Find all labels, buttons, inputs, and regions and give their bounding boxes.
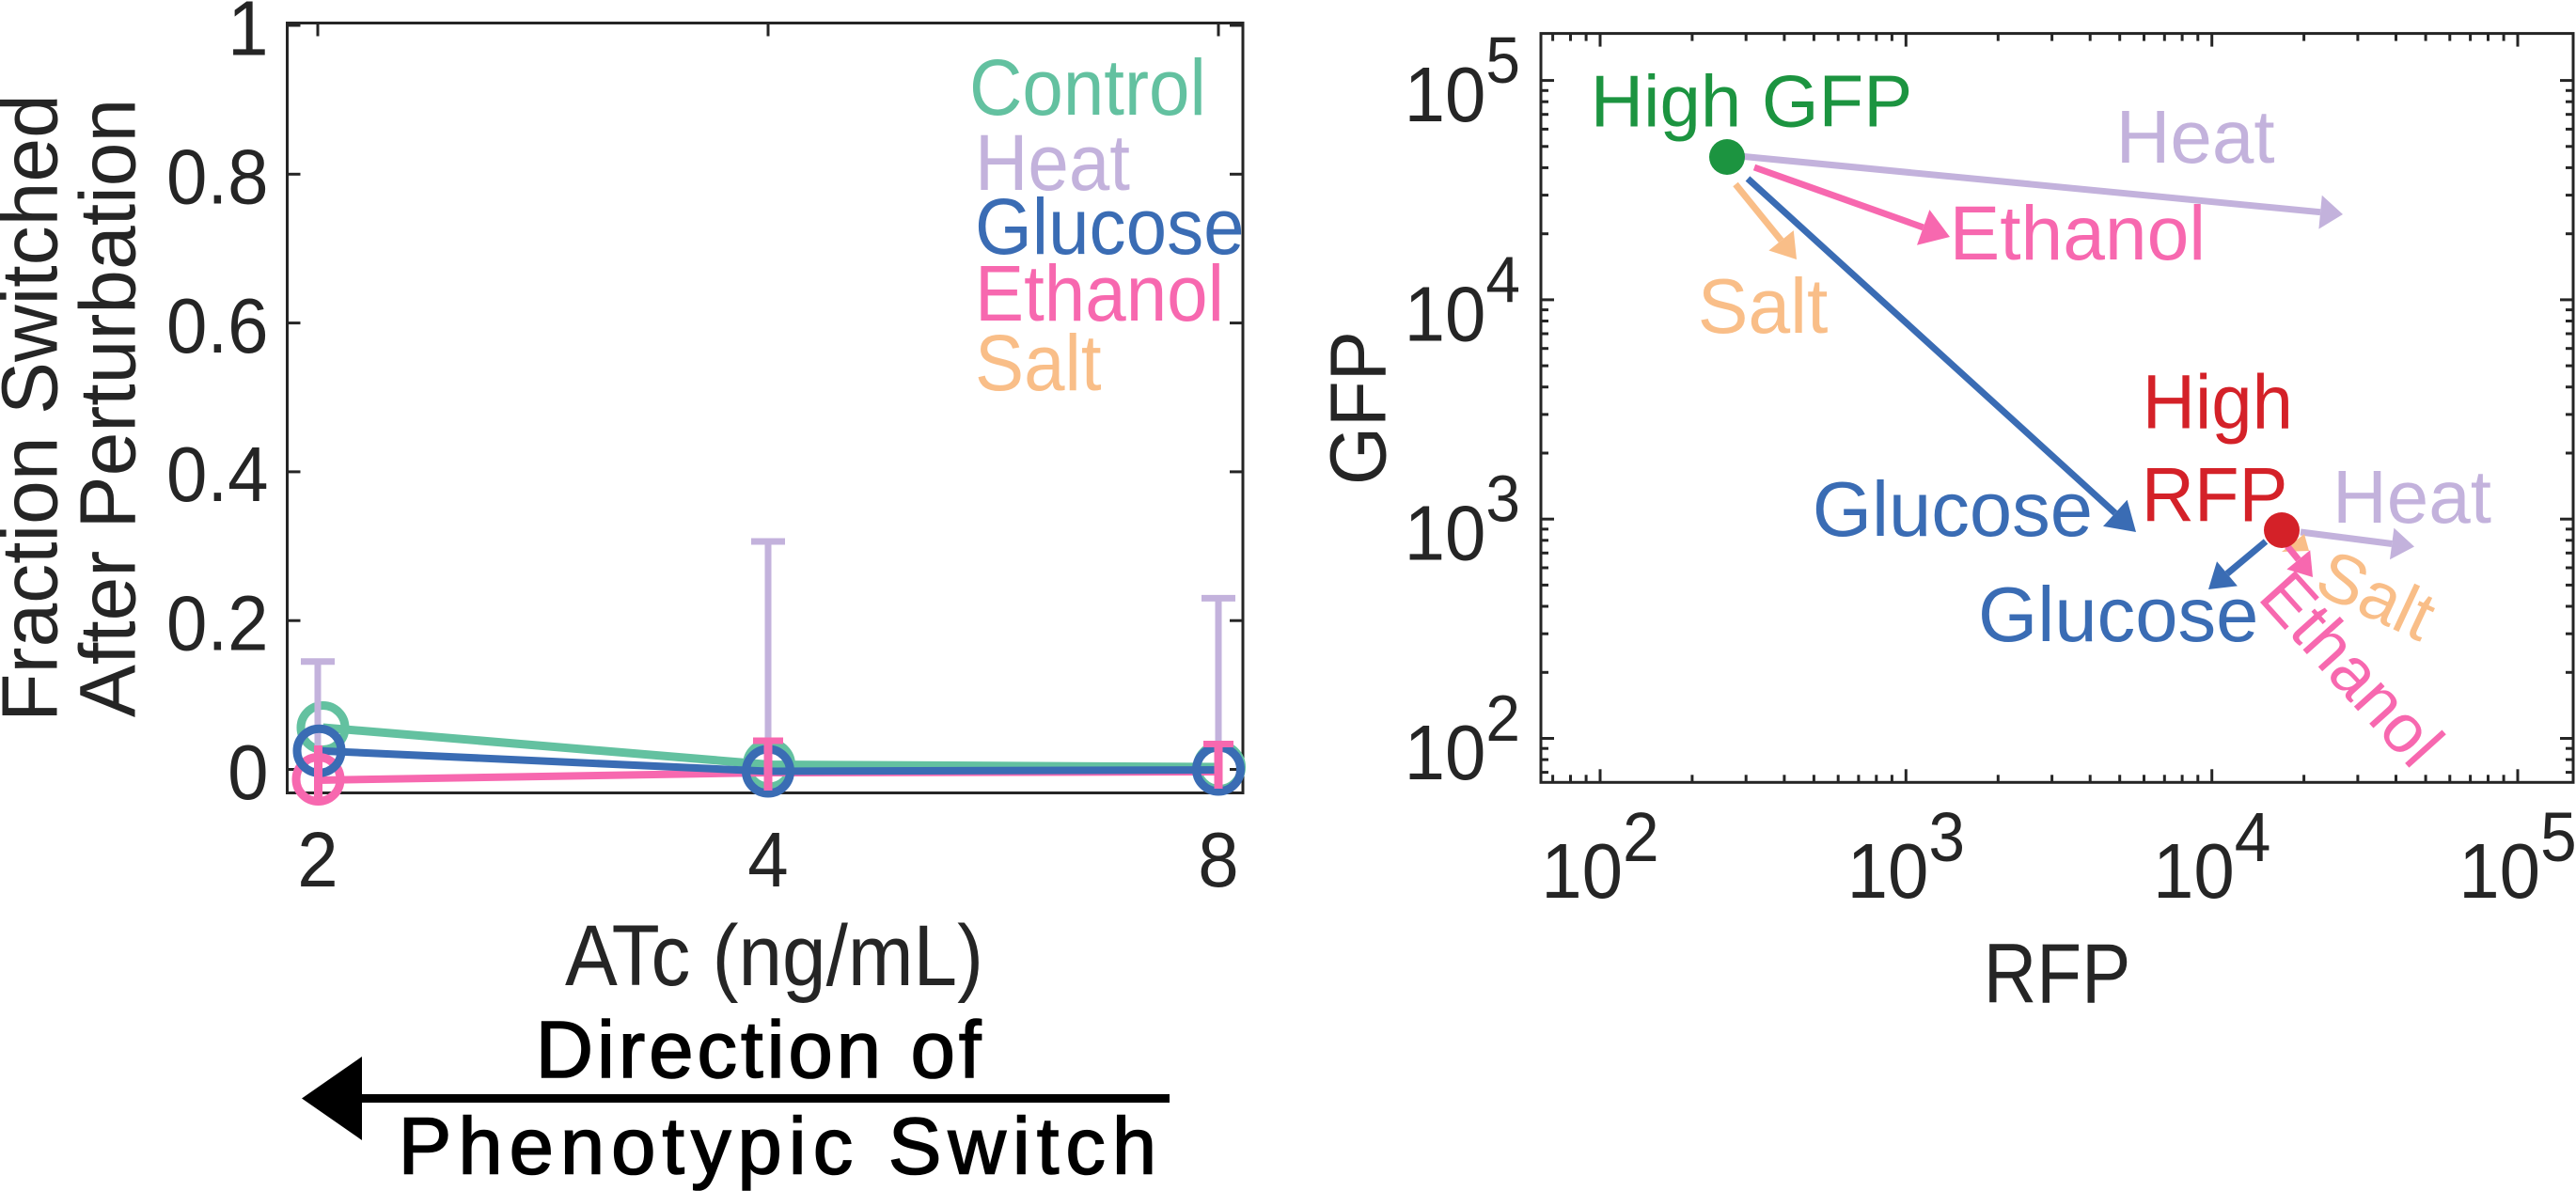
svg-text:ATc (ng/mL): ATc (ng/mL): [565, 906, 983, 1004]
svg-text:Heat: Heat: [975, 119, 1130, 207]
svg-text:102: 102: [1405, 682, 1520, 796]
svg-text:High: High: [2143, 359, 2293, 445]
svg-text:105: 105: [1405, 24, 1520, 138]
svg-text:RFP: RFP: [2142, 452, 2288, 538]
svg-text:Phenotypic Switch: Phenotypic Switch: [399, 1102, 1164, 1191]
svg-text:Salt: Salt: [1698, 263, 1829, 350]
svg-text:8: 8: [1198, 817, 1238, 904]
svg-text:Ethanol: Ethanol: [975, 250, 1224, 337]
svg-text:Control: Control: [969, 44, 1206, 132]
svg-text:Glucose: Glucose: [1978, 572, 2258, 658]
svg-text:103: 103: [1405, 463, 1520, 577]
svg-text:0: 0: [228, 729, 268, 817]
svg-text:Heat: Heat: [2333, 455, 2491, 539]
svg-text:Glucose: Glucose: [975, 183, 1245, 271]
svg-text:2: 2: [297, 817, 338, 904]
svg-text:GFP: GFP: [1315, 331, 1403, 485]
svg-text:Heat: Heat: [2116, 95, 2275, 179]
svg-text:104: 104: [2153, 799, 2270, 915]
svg-text:103: 103: [1847, 799, 1965, 915]
svg-text:1: 1: [228, 0, 268, 72]
svg-text:4: 4: [747, 817, 788, 904]
svg-text:High GFP: High GFP: [1591, 60, 1912, 143]
svg-text:105: 105: [2458, 799, 2576, 915]
svg-text:0.6: 0.6: [166, 283, 268, 370]
svg-text:RFP: RFP: [1984, 927, 2131, 1021]
svg-text:After Perturbation: After Perturbation: [63, 99, 151, 717]
svg-text:Ethanol: Ethanol: [1950, 191, 2207, 276]
svg-text:0.8: 0.8: [166, 133, 268, 221]
svg-text:104: 104: [1405, 244, 1520, 358]
svg-text:Salt: Salt: [975, 320, 1102, 407]
svg-text:0.2: 0.2: [166, 580, 268, 667]
svg-text:Direction of: Direction of: [536, 1006, 985, 1095]
svg-text:102: 102: [1541, 799, 1658, 915]
svg-text:0.4: 0.4: [166, 431, 268, 519]
svg-text:Glucose: Glucose: [1813, 466, 2093, 553]
svg-text:Fraction Switched: Fraction Switched: [0, 94, 74, 722]
